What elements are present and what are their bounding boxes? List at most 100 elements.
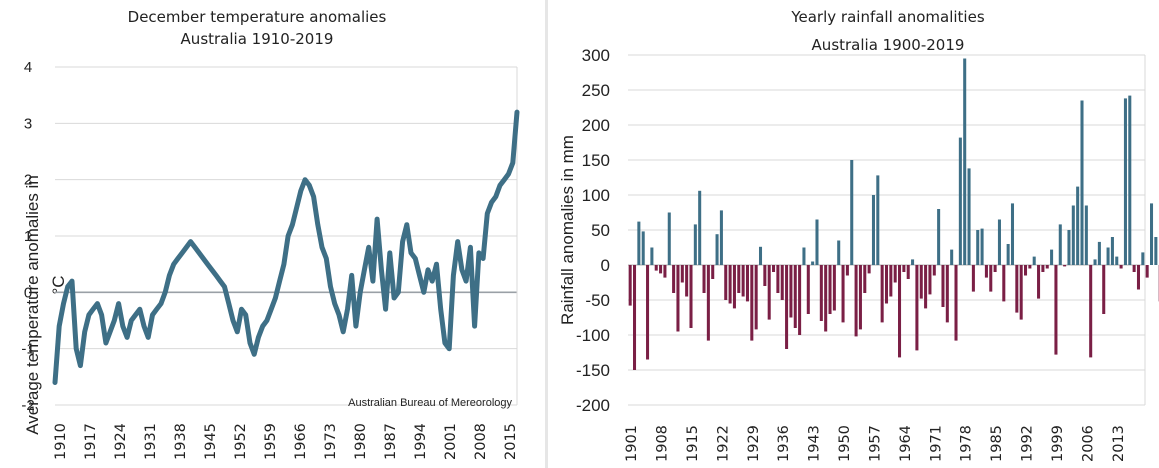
rainfall-bar <box>941 265 945 307</box>
x-tick-label: 1950 <box>837 425 853 462</box>
rainfall-bar <box>741 265 745 297</box>
rainfall-bar <box>1071 205 1075 265</box>
rainfall-bar <box>754 265 758 330</box>
rainfall-bar <box>919 265 923 299</box>
y-axis-label: Rainfall anomalies in mm <box>558 135 577 325</box>
rainfall-chart: Yearly rainfall anomalities Australia 19… <box>558 8 1159 462</box>
rainfall-bar <box>798 265 802 335</box>
rainfall-bar <box>1024 265 1028 276</box>
x-tick-label: 2015 <box>503 423 519 460</box>
x-tick-label: 1987 <box>383 423 399 460</box>
rainfall-bar <box>845 265 849 276</box>
rainfall-bar <box>1019 265 1023 320</box>
rainfall-bar <box>1084 205 1088 265</box>
rainfall-bar <box>902 265 906 272</box>
x-tick-label: 1971 <box>928 425 944 462</box>
rainfall-bar <box>1032 256 1036 265</box>
rainfall-bar <box>837 240 841 265</box>
rainfall-bar <box>898 265 902 358</box>
y-tick-label: 300 <box>582 46 610 65</box>
rainfall-bar <box>819 265 823 321</box>
rainfall-bar <box>802 247 806 265</box>
rainfall-bar <box>1002 265 1006 302</box>
x-tick-label: 1922 <box>715 425 731 462</box>
rainfall-bar <box>911 259 915 265</box>
x-tick-label: 1973 <box>323 423 339 460</box>
rainfall-bar <box>715 234 719 265</box>
rainfall-bar <box>1037 265 1041 299</box>
x-tick-label: 1992 <box>1020 425 1036 462</box>
chart-title-line-1: Yearly rainfall anomalities <box>790 8 984 26</box>
y-axis-label-line-2: °C <box>49 275 68 294</box>
rainfall-bar <box>672 265 676 293</box>
x-tick-label: 1943 <box>807 425 823 462</box>
rainfall-bar <box>828 265 832 314</box>
x-tick-label: 1901 <box>624 425 640 462</box>
y-tick-label: 100 <box>582 186 610 205</box>
rainfall-bar <box>732 265 736 309</box>
y-tick-label: 1 <box>24 228 32 245</box>
rainfall-bar <box>1010 203 1015 265</box>
rainfall-bar <box>1110 237 1114 265</box>
y-tick-label: -2 <box>21 397 34 414</box>
y-tick-label: -150 <box>576 361 610 380</box>
rainfall-bar <box>950 249 954 265</box>
rainfall-bar <box>719 210 723 265</box>
x-tick-label: 1910 <box>53 423 69 460</box>
rainfall-bar <box>1154 237 1158 265</box>
rainfall-bar <box>832 265 836 311</box>
rainfall-bar <box>1132 265 1136 272</box>
source-note: Australian Bureau of Mereorology <box>348 397 512 409</box>
rainfall-bar <box>1097 241 1101 265</box>
rainfall-bar <box>646 265 650 360</box>
rainfall-bar <box>867 265 871 274</box>
rainfall-bar <box>880 265 884 323</box>
rainfall-bar <box>989 265 993 292</box>
x-tick-label: 1978 <box>959 425 975 462</box>
rainfall-bar <box>958 137 962 265</box>
x-tick-label: 1985 <box>989 425 1005 462</box>
rainfall-bar <box>785 265 789 349</box>
rainfall-bar <box>750 265 754 341</box>
rainfall-bar <box>1102 265 1106 314</box>
rainfall-bar <box>884 265 889 304</box>
y-tick-label: -200 <box>576 396 610 415</box>
x-tick-label: 1966 <box>293 423 309 460</box>
rainfall-bar <box>776 265 780 293</box>
chart-title-line-2: Australia 1900-2019 <box>812 36 965 54</box>
rainfall-bar <box>763 265 767 286</box>
rainfall-bar <box>650 247 654 265</box>
y-axis-label-line-1: Average temperature anomalies in <box>23 175 42 435</box>
y-tick-label: 150 <box>582 151 610 170</box>
rainfall-bar <box>1145 265 1149 278</box>
rainfall-bar <box>967 168 971 265</box>
y-tick-label: 2 <box>24 172 32 189</box>
y-tick-label: -1 <box>21 341 34 358</box>
rainfall-bar <box>871 195 875 265</box>
rainfall-chart-panel: Yearly rainfall anomalities Australia 19… <box>548 0 1159 468</box>
chart-title-line-1: December temperature anomalies <box>128 8 387 26</box>
x-tick-label: 1915 <box>685 425 701 462</box>
rainfall-bar <box>758 246 763 265</box>
rainfall-bar <box>1128 95 1132 265</box>
x-tick-label: 1980 <box>353 423 369 460</box>
rainfall-bar <box>663 265 667 278</box>
y-tick-label: 0 <box>601 256 610 275</box>
rainfall-bar <box>984 265 988 278</box>
rainfall-bar <box>889 265 893 297</box>
rainfall-bar <box>1054 265 1058 355</box>
rainfall-bar <box>1076 186 1080 265</box>
rainfall-bar <box>689 265 693 328</box>
rainfall-bar <box>993 265 997 272</box>
rainfall-bar <box>1136 265 1140 290</box>
rainfall-bar <box>997 219 1001 265</box>
rainfall-bar <box>1015 265 1019 313</box>
rainfall-bar <box>854 265 858 337</box>
y-tick-label: -100 <box>576 326 610 345</box>
rainfall-bar <box>633 265 637 370</box>
x-tick-label: 1929 <box>746 425 762 462</box>
y-tick-label: 0 <box>24 284 32 301</box>
rainfall-bar <box>976 230 980 265</box>
rainfall-bar <box>932 265 936 276</box>
rainfall-bar <box>793 265 797 328</box>
